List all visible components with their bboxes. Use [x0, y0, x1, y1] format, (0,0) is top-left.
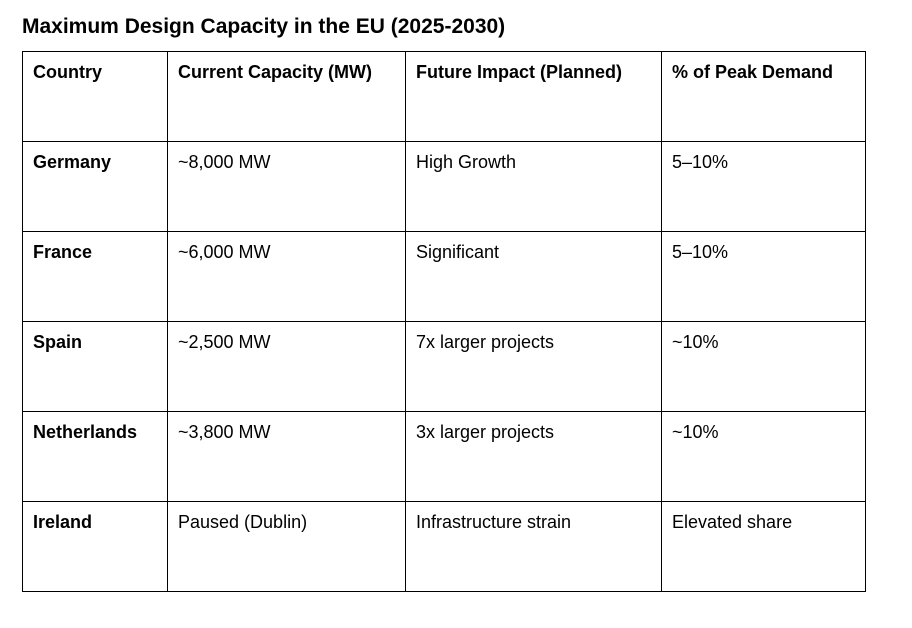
cell-peak-demand: ~10%	[661, 411, 866, 502]
cell-current-capacity: ~6,000 MW	[167, 231, 406, 322]
table-row: Netherlands ~3,800 MW 3x larger projects…	[22, 411, 866, 502]
header-peak-demand: % of Peak Demand	[661, 51, 866, 142]
cell-country: Netherlands	[22, 411, 168, 502]
table-row: France ~6,000 MW Significant 5–10%	[22, 231, 866, 322]
header-country: Country	[22, 51, 168, 142]
page-title: Maximum Design Capacity in the EU (2025-…	[22, 15, 506, 38]
table-row: Ireland Paused (Dublin) Infrastructure s…	[22, 501, 866, 592]
cell-future-impact: High Growth	[405, 141, 662, 232]
cell-peak-demand: 5–10%	[661, 231, 866, 322]
cell-current-capacity: Paused (Dublin)	[167, 501, 406, 592]
table-header-row: Country Current Capacity (MW) Future Imp…	[22, 51, 866, 142]
table-row: Germany ~8,000 MW High Growth 5–10%	[22, 141, 866, 232]
cell-peak-demand: ~10%	[661, 321, 866, 412]
header-current-capacity: Current Capacity (MW)	[167, 51, 406, 142]
cell-country: Germany	[22, 141, 168, 232]
table-row: Spain ~2,500 MW 7x larger projects ~10%	[22, 321, 866, 412]
header-future-impact: Future Impact (Planned)	[405, 51, 662, 142]
cell-peak-demand: Elevated share	[661, 501, 866, 592]
capacity-table: Country Current Capacity (MW) Future Imp…	[22, 51, 866, 592]
cell-country: Ireland	[22, 501, 168, 592]
cell-country: Spain	[22, 321, 168, 412]
cell-peak-demand: 5–10%	[661, 141, 866, 232]
cell-future-impact: Significant	[405, 231, 662, 322]
cell-future-impact: Infrastructure strain	[405, 501, 662, 592]
cell-current-capacity: ~8,000 MW	[167, 141, 406, 232]
cell-current-capacity: ~3,800 MW	[167, 411, 406, 502]
cell-future-impact: 7x larger projects	[405, 321, 662, 412]
cell-future-impact: 3x larger projects	[405, 411, 662, 502]
cell-country: France	[22, 231, 168, 322]
cell-current-capacity: ~2,500 MW	[167, 321, 406, 412]
